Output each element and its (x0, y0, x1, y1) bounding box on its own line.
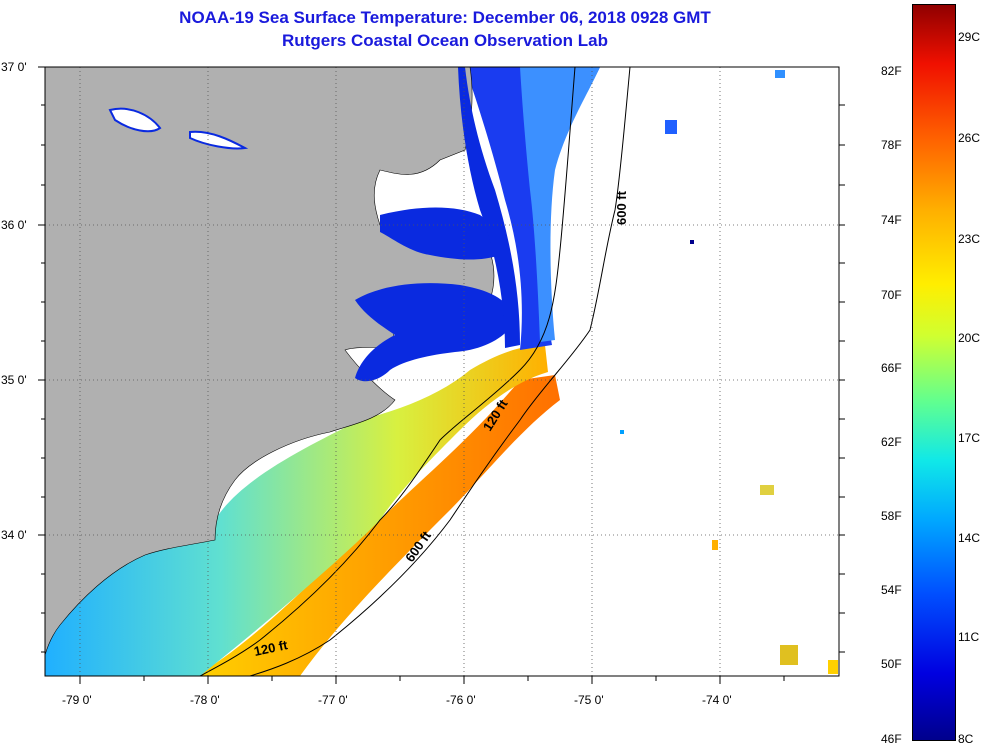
lon-label: -79 0' (62, 693, 92, 707)
colorbar-c-label: 17C (958, 431, 981, 445)
lon-label: -75 0' (574, 693, 604, 707)
colorbar-c-label: 26C (958, 131, 981, 145)
colorbar-f-label: 50F (881, 657, 902, 671)
map-frame (44, 66, 840, 677)
colorbar-c-label: 14C (958, 531, 981, 545)
shelf-water (45, 345, 548, 676)
lon-label: -77 0' (318, 693, 348, 707)
contour-120ft (199, 66, 576, 677)
colorbar-f-label: 58F (881, 509, 902, 523)
colorbar-f-label: 70F (881, 288, 902, 302)
contour-label-120-south: 120 ft (253, 637, 290, 659)
lat-label: 37 0' (1, 60, 27, 74)
lat-lon-grid (45, 67, 839, 676)
colorbar-f-label: 78F (881, 138, 902, 152)
lon-label: -78 0' (190, 693, 220, 707)
colorbar-c-label: 20C (958, 331, 981, 345)
albemarle-sound (380, 207, 502, 260)
colorbar-f-label: 74F (881, 213, 902, 227)
colorbar-f-label: 82F (881, 64, 902, 78)
colorbar-c-label: 23C (958, 232, 981, 246)
colorbar-f-label: 46F (881, 732, 902, 746)
inland-lake (189, 130, 249, 150)
contour-600ft (249, 66, 631, 677)
gulf-stream-band (195, 375, 560, 676)
lat-label: 36 0' (1, 218, 27, 232)
coastal-sound-channel (458, 67, 520, 348)
colorbar-f-label: 62F (881, 435, 902, 449)
cool-offshore-strip (520, 67, 600, 342)
colorbar-f-label: 66F (881, 361, 902, 375)
map-title: NOAA-19 Sea Surface Temperature: Decembe… (179, 8, 711, 27)
land-mass (44, 66, 495, 656)
lat-label: 34 0' (1, 528, 27, 542)
colorbar-c-label: 8C (958, 732, 974, 746)
contour-label-600-north: 600 ft (614, 190, 629, 225)
colorbar-c-label: 29C (958, 30, 981, 44)
colorbar-f-label: 54F (881, 583, 902, 597)
lon-label: -74 0' (702, 693, 732, 707)
colorbar-c-label: 11C (958, 630, 980, 644)
pamlico-sound (355, 283, 515, 382)
inland-lake (108, 107, 162, 133)
temperature-colorbar (912, 4, 956, 741)
lon-label: -76 0' (446, 693, 476, 707)
lat-label: 35 0' (1, 373, 27, 387)
map-subtitle: Rutgers Coastal Ocean Observation Lab (282, 31, 608, 50)
scattered-pixels (620, 70, 838, 674)
axis-ticks (38, 66, 845, 684)
